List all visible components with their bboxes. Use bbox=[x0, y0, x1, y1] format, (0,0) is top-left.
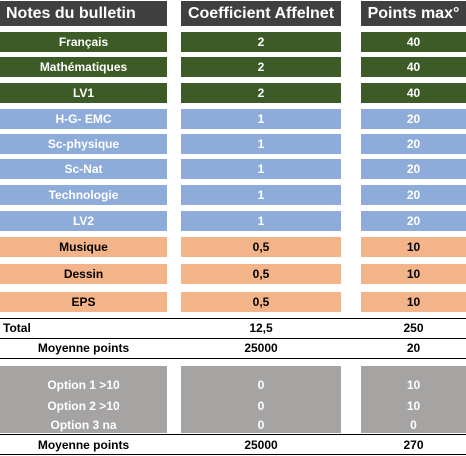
final-points: 270 bbox=[403, 437, 424, 452]
options-block-right bbox=[361, 366, 466, 433]
subject-points: 10 bbox=[361, 237, 466, 257]
subject-label: Sc-physique bbox=[0, 134, 167, 154]
subject-points: 20 bbox=[361, 185, 466, 205]
subject-label: Mathématiques bbox=[0, 57, 167, 77]
subject-coef: 2 bbox=[181, 32, 341, 52]
subject-points: 10 bbox=[361, 264, 466, 284]
subject-label: Musique bbox=[0, 237, 167, 257]
option-label: Option 3 na bbox=[50, 418, 117, 432]
divider bbox=[0, 454, 466, 455]
subject-coef: 1 bbox=[181, 109, 341, 129]
options-block-left bbox=[0, 366, 167, 433]
final-coef: 25000 bbox=[244, 437, 278, 452]
moyenne-points: 20 bbox=[406, 341, 421, 355]
option-coef: 0 bbox=[257, 418, 265, 432]
option-points: 0 bbox=[410, 418, 417, 432]
subject-points: 20 bbox=[361, 211, 466, 231]
total-points: 250 bbox=[403, 321, 424, 335]
option-points: 10 bbox=[406, 399, 421, 413]
subject-coef: 0,5 bbox=[181, 292, 341, 312]
subject-label: Technologie bbox=[0, 185, 167, 205]
subject-label: LV2 bbox=[0, 211, 167, 231]
total-label: Total bbox=[3, 321, 31, 335]
moyenne-coef: 25000 bbox=[244, 341, 278, 355]
total-coef: 12,5 bbox=[249, 321, 273, 335]
subject-points: 40 bbox=[361, 57, 466, 77]
subject-coef: 2 bbox=[181, 83, 341, 103]
subject-points: 20 bbox=[361, 134, 466, 154]
subject-coef: 0,5 bbox=[181, 264, 341, 284]
option-label: Option 1 >10 bbox=[47, 378, 120, 392]
header-notes: Notes du bulletin bbox=[0, 1, 167, 26]
final-label: Moyenne points bbox=[37, 437, 130, 452]
option-points: 10 bbox=[406, 378, 421, 392]
subject-points: 10 bbox=[361, 292, 466, 312]
divider bbox=[0, 358, 466, 359]
divider bbox=[0, 434, 466, 435]
subject-points: 40 bbox=[361, 83, 466, 103]
options-block-middle bbox=[181, 366, 341, 433]
subject-points: 20 bbox=[361, 109, 466, 129]
subject-label: H-G- EMC bbox=[0, 109, 167, 129]
option-coef: 0 bbox=[257, 399, 265, 413]
divider bbox=[0, 338, 466, 339]
subject-coef: 1 bbox=[181, 211, 341, 231]
subject-coef: 1 bbox=[181, 159, 341, 179]
subject-points: 20 bbox=[361, 159, 466, 179]
subject-coef: 0,5 bbox=[181, 237, 341, 257]
subject-label: Dessin bbox=[0, 264, 167, 284]
header-coefficient: Coefficient Affelnet bbox=[181, 1, 341, 26]
option-label: Option 2 >10 bbox=[47, 399, 120, 413]
subject-coef: 1 bbox=[181, 134, 341, 154]
option-coef: 0 bbox=[257, 378, 265, 392]
moyenne-label: Moyenne points bbox=[37, 341, 130, 355]
divider bbox=[0, 318, 466, 319]
subject-points: 40 bbox=[361, 32, 466, 52]
subject-coef: 1 bbox=[181, 185, 341, 205]
subject-label: EPS bbox=[0, 292, 167, 312]
subject-label: Français bbox=[0, 32, 167, 52]
header-points-max: Points max° bbox=[361, 1, 466, 26]
subject-coef: 2 bbox=[181, 57, 341, 77]
subject-label: Sc-Nat bbox=[0, 159, 167, 179]
subject-label: LV1 bbox=[0, 83, 167, 103]
